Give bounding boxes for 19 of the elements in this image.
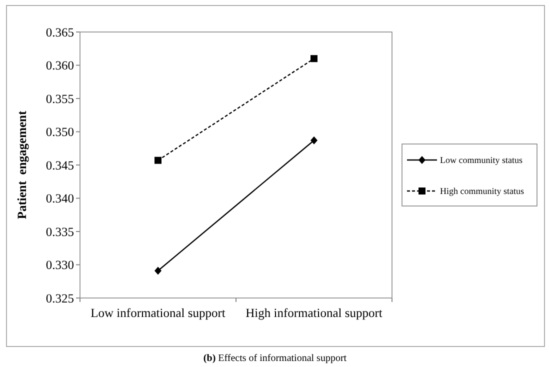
y-tick-label: 0.350: [46, 125, 74, 140]
y-tick-label: 0.330: [46, 258, 74, 272]
text: (b) Effects of informational support: [203, 353, 347, 364]
y-tick-label: 0.340: [46, 192, 74, 206]
point: [154, 156, 162, 164]
point: [310, 55, 318, 62]
y-tick-label: 0.335: [46, 224, 74, 239]
y-tick-label: 0.360: [46, 58, 74, 73]
y-tick-label: 0.345: [46, 158, 74, 172]
x-tick-label: Low informational support: [90, 306, 226, 320]
point: [154, 266, 162, 275]
point: [310, 136, 318, 144]
y-tick-label: 0.365: [46, 25, 74, 40]
y-tick-label: 0.325: [46, 291, 74, 306]
y-tick-label: 0.355: [46, 92, 74, 106]
legend-label: High community status: [440, 186, 524, 196]
x-tick-label: High informational support: [246, 306, 383, 320]
legend-label: Low community status: [440, 155, 523, 166]
y-axis-title: Patient engagement: [15, 110, 29, 220]
